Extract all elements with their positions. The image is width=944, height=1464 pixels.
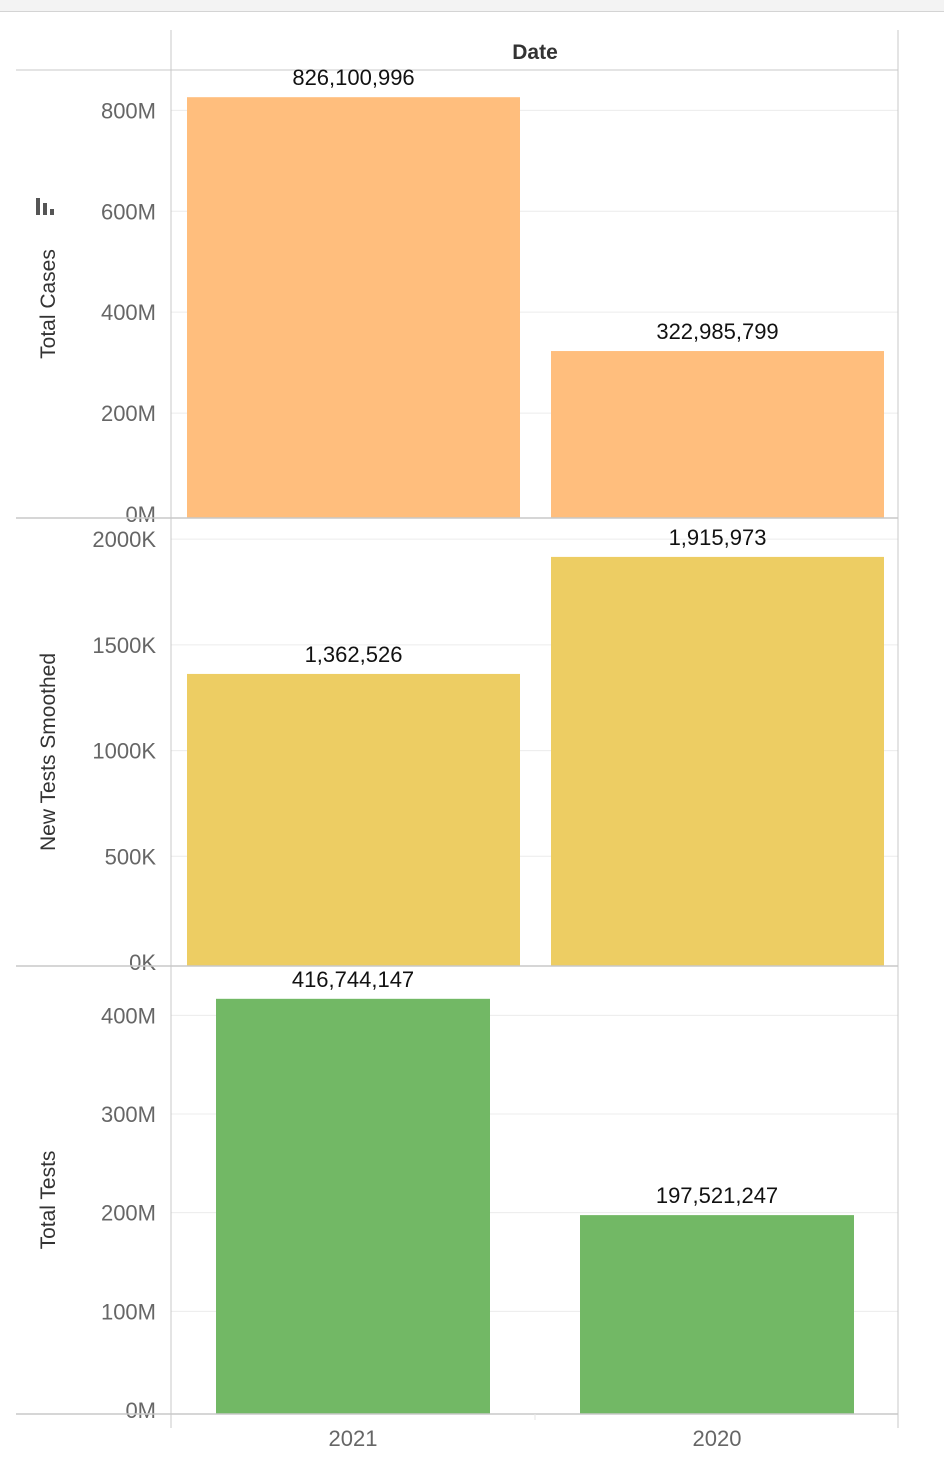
bar [580, 1215, 854, 1414]
y-tick-label: 800M [101, 98, 156, 123]
top-toolbar-strip [0, 0, 944, 12]
bar-value-label: 826,100,996 [292, 65, 414, 90]
y-tick-label: 0M [125, 1398, 156, 1423]
y-tick-label: 2000K [92, 527, 156, 552]
y-tick-label: 0M [125, 502, 156, 527]
bar-value-label: 197,521,247 [656, 1183, 778, 1208]
y-axis-title: Total Tests [37, 1151, 60, 1250]
y-axis-title: Total Cases [37, 249, 60, 359]
sort-icon-bar [50, 209, 54, 215]
sort-icon-bar [43, 203, 47, 215]
y-tick-label: 400M [101, 1003, 156, 1028]
y-tick-label: 300M [101, 1102, 156, 1127]
x-tick-label: 2021 [329, 1426, 378, 1451]
y-tick-label: 100M [101, 1299, 156, 1324]
y-tick-label: 500K [105, 844, 157, 869]
y-tick-label: 1000K [92, 739, 156, 764]
x-tick-label: 2020 [693, 1426, 742, 1451]
y-tick-label: 1500K [92, 633, 156, 658]
bar-value-label: 1,362,526 [305, 642, 403, 667]
bar-value-label: 322,985,799 [656, 319, 778, 344]
column-header-date: Date [512, 41, 558, 64]
y-axis-title: New Tests Smoothed [37, 653, 60, 851]
bar [551, 351, 884, 518]
y-tick-label: 0K [129, 950, 156, 975]
bar [187, 97, 520, 519]
y-tick-label: 400M [101, 300, 156, 325]
y-tick-label: 200M [101, 401, 156, 426]
bar-value-label: 416,744,147 [292, 967, 414, 992]
y-tick-label: 200M [101, 1201, 156, 1226]
y-tick-label: 600M [101, 199, 156, 224]
bar [187, 673, 520, 966]
bar [216, 998, 490, 1414]
bar-value-label: 1,915,973 [669, 525, 767, 550]
sort-descending-icon [36, 198, 54, 215]
sort-icon-bar [36, 198, 40, 215]
bar [551, 556, 884, 966]
